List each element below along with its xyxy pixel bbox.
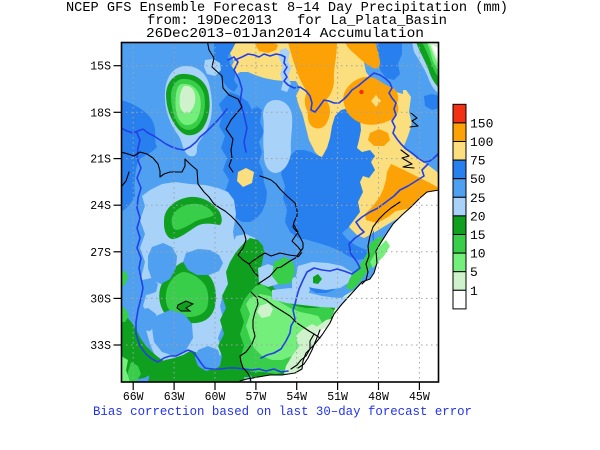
svg-text:63W: 63W — [164, 391, 185, 404]
svg-text:15S: 15S — [90, 61, 111, 74]
svg-text:57W: 57W — [246, 391, 267, 404]
svg-text:1: 1 — [470, 284, 478, 299]
svg-text:45W: 45W — [409, 391, 430, 404]
svg-text:26Dec2013–01Jan2014 Accumulati: 26Dec2013–01Jan2014 Accumulation — [146, 27, 424, 42]
svg-text:51W: 51W — [327, 391, 348, 404]
svg-text:150: 150 — [470, 116, 493, 131]
svg-text:33S: 33S — [90, 340, 111, 353]
svg-text:Bias correction based on last: Bias correction based on last 30–day for… — [93, 404, 472, 419]
svg-text:27S: 27S — [90, 247, 111, 260]
svg-text:10: 10 — [470, 247, 486, 262]
svg-text:30S: 30S — [90, 293, 111, 306]
svg-text:60W: 60W — [205, 391, 226, 404]
svg-text:66W: 66W — [123, 391, 144, 404]
svg-text:18S: 18S — [90, 107, 111, 120]
svg-text:25: 25 — [470, 191, 486, 206]
svg-text:50: 50 — [470, 172, 486, 187]
svg-text:15: 15 — [470, 228, 486, 243]
svg-text:NCEP GFS Ensemble Forecast 8–1: NCEP GFS Ensemble Forecast 8–14 Day Prec… — [66, 1, 508, 16]
svg-text:5: 5 — [470, 265, 478, 280]
svg-text:100: 100 — [470, 135, 493, 150]
svg-text:54W: 54W — [286, 391, 307, 404]
svg-text:from: 19Dec2013 for La_Plata: from: 19Dec2013 for La_Plata_Basin — [147, 14, 447, 29]
svg-text:48W: 48W — [368, 391, 389, 404]
svg-text:21S: 21S — [90, 154, 111, 167]
svg-text:75: 75 — [470, 154, 486, 169]
svg-text:20: 20 — [470, 209, 486, 224]
svg-text:24S: 24S — [90, 200, 111, 213]
